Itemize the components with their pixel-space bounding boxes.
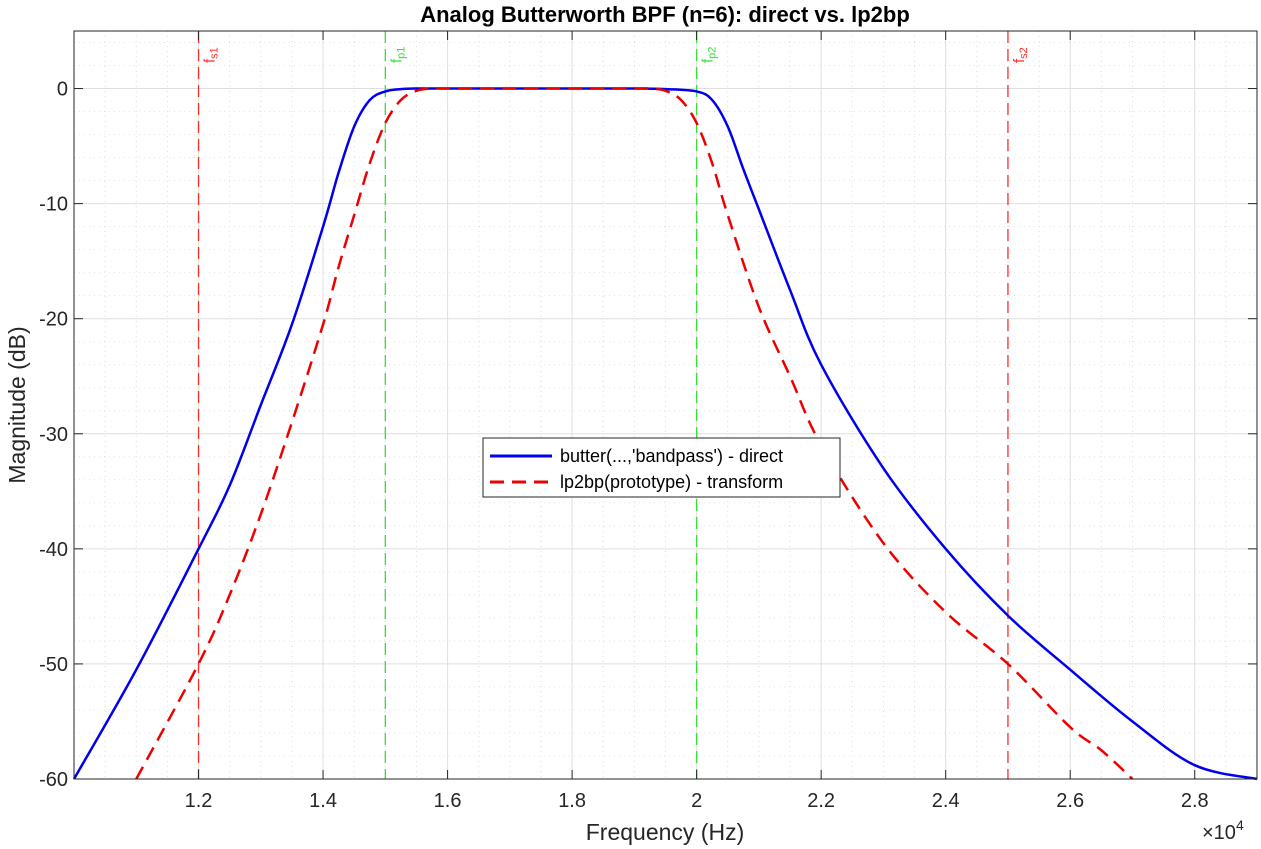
marker-label-main: f — [700, 58, 717, 63]
x-axis-label: Frequency (Hz) — [586, 819, 744, 845]
marker-label-main: f — [202, 58, 219, 63]
x-tick-label: 1.4 — [309, 790, 337, 812]
plot-frame — [73, 30, 1258, 780]
minor-grid — [74, 31, 1258, 779]
marker-label-s2: fs2 — [1011, 47, 1030, 63]
chart-title: Analog Butterworth BPF (n=6): direct vs.… — [420, 2, 910, 27]
x-exponent-power: 4 — [1236, 817, 1244, 833]
x-tick-label: 2.8 — [1181, 790, 1209, 812]
marker-label-sub: s1 — [209, 47, 221, 59]
marker-label-main: f — [388, 58, 405, 63]
marker-label-sub: s2 — [1018, 47, 1030, 59]
x-tick-label: 2.4 — [932, 790, 960, 812]
y-tick-label: 0 — [57, 79, 68, 101]
marker-label-p1: fp1 — [388, 47, 407, 63]
legend-label-direct: butter(...,'bandpass') - direct — [560, 446, 783, 466]
marker-label-sub: p1 — [395, 47, 407, 59]
x-tick-label: 2.6 — [1056, 790, 1084, 812]
marker-label-main: f — [1011, 58, 1028, 63]
legend-box — [482, 437, 841, 498]
y-tick-label: -50 — [39, 654, 68, 676]
marker-label-s1: fs1 — [202, 47, 221, 63]
x-axis-exponent: ×104 — [1202, 817, 1244, 844]
y-tick-label: -20 — [39, 309, 68, 331]
y-tick-label: -40 — [39, 539, 68, 561]
marker-label-p2: fp2 — [700, 47, 719, 63]
series-layer — [72, 87, 1258, 781]
x-exponent-base: ×10 — [1202, 822, 1236, 844]
legend-label-transform: lp2bp(prototype) - transform — [560, 472, 783, 492]
x-tick-label: 2.2 — [807, 790, 835, 812]
y-tick-label: -30 — [39, 424, 68, 446]
x-tick-label: 1.8 — [558, 790, 586, 812]
x-tick-label: 1.2 — [185, 790, 213, 812]
plot-background — [74, 31, 1257, 779]
x-tick-label: 1.6 — [434, 790, 462, 812]
y-tick-label: -60 — [39, 769, 68, 791]
axis-tick-labels: 1.2 1.4 1.6 1.8 2 2.2 2.4 2.6 2.8 0 -10 -20 -30 -40 -5… — [39, 79, 1209, 812]
axis-ticks — [74, 31, 1257, 780]
legend: butter(...,'bandpass') - direct lp2bp(pr… — [482, 437, 841, 498]
y-tick-label: -10 — [39, 194, 68, 216]
marker-label-sub: p2 — [707, 47, 719, 59]
x-tick-label: 2 — [691, 790, 702, 812]
y-axis-label: Magnitude (dB) — [4, 326, 30, 483]
series-line-transform — [135, 87, 1134, 780]
